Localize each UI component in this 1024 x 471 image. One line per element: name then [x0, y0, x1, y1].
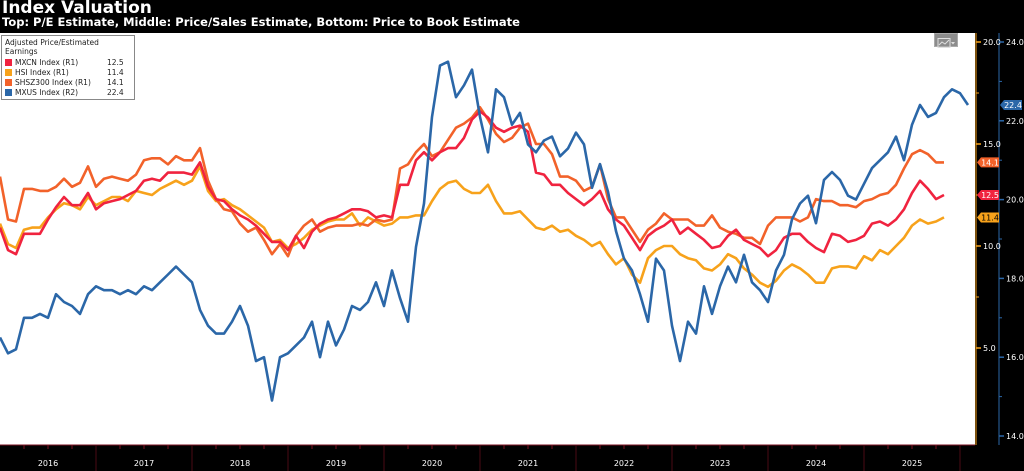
legend-title: Adjusted Price/Estimated Earnings — [5, 38, 99, 56]
last-value-label: 22.4 — [1004, 101, 1022, 110]
chart-subtitle: Top: P/E Estimate, Middle: Price/Sales E… — [2, 15, 520, 29]
r2-tick-label: 24.0 — [1006, 38, 1024, 47]
r1-tick-label: 5.0 — [983, 344, 996, 353]
r1-tick-label: 20.0 — [983, 38, 1001, 47]
last-value-badge — [1000, 100, 1022, 111]
legend-label: HSI Index (R1) — [15, 67, 69, 77]
last-value-label: 14.1 — [981, 158, 999, 167]
series-line-shsz300 — [0, 106, 944, 258]
r2-tick-label: 16.0 — [1006, 353, 1024, 362]
series-line-mxcn — [0, 110, 945, 258]
x-tick-label: 2017 — [134, 459, 154, 468]
last-value-badge — [977, 157, 999, 168]
x-tick-label: 2020 — [422, 459, 442, 468]
legend-item-hsi[interactable]: HSI Index (R1) 11.4 — [5, 67, 131, 77]
legend-value: 14.1 — [107, 77, 124, 87]
chart-type-button[interactable] — [934, 33, 958, 48]
legend-item-mxcn[interactable]: MXCN Index (R1) 12.5 — [5, 57, 131, 67]
legend-swatch — [5, 68, 12, 76]
legend-value: 11.4 — [107, 67, 124, 77]
x-tick-label: 2019 — [326, 459, 346, 468]
series-line-hsi — [0, 165, 945, 289]
r2-tick-label: 18.0 — [1006, 274, 1024, 283]
x-tick-label: 2021 — [518, 459, 538, 468]
legend-value: 12.5 — [107, 57, 124, 67]
chart-title: Index Valuation — [2, 0, 152, 18]
legend-label: SHSZ300 Index (R1) — [15, 77, 91, 87]
r1-tick-label: 15.0 — [983, 140, 1001, 149]
x-tick-label: 2018 — [230, 459, 250, 468]
last-value-label: 11.4 — [981, 213, 999, 222]
legend-swatch — [5, 88, 12, 96]
legend-swatch — [5, 78, 12, 86]
legend: Adjusted Price/Estimated Earnings MXCN I… — [1, 35, 135, 100]
x-tick-label: 2022 — [614, 459, 634, 468]
series-line-mxus — [0, 60, 970, 402]
x-tick-label: 2025 — [902, 459, 922, 468]
legend-label: MXUS Index (R2) — [15, 87, 79, 97]
legend-swatch — [5, 58, 12, 66]
last-value-badge — [977, 190, 999, 200]
r1-tick-label: 10.0 — [983, 242, 1001, 251]
legend-item-mxus[interactable]: MXUS Index (R2) 22.4 — [5, 87, 131, 97]
legend-item-shsz300[interactable]: SHSZ300 Index (R1) 14.1 — [5, 77, 131, 87]
x-tick-label: 2023 — [710, 459, 730, 468]
line-chart-icon — [937, 38, 955, 48]
x-tick-label: 2016 — [38, 459, 58, 468]
plot-area — [0, 33, 975, 445]
last-value-label: 12.5 — [981, 191, 999, 200]
r2-tick-label: 22.0 — [1006, 117, 1024, 126]
r2-tick-label: 20.0 — [1006, 196, 1024, 205]
legend-label: MXCN Index (R1) — [15, 57, 79, 67]
x-tick-label: 2024 — [806, 459, 826, 468]
last-value-badge — [977, 212, 999, 223]
r2-tick-label: 14.0 — [1006, 432, 1024, 441]
legend-value: 22.4 — [107, 87, 124, 97]
